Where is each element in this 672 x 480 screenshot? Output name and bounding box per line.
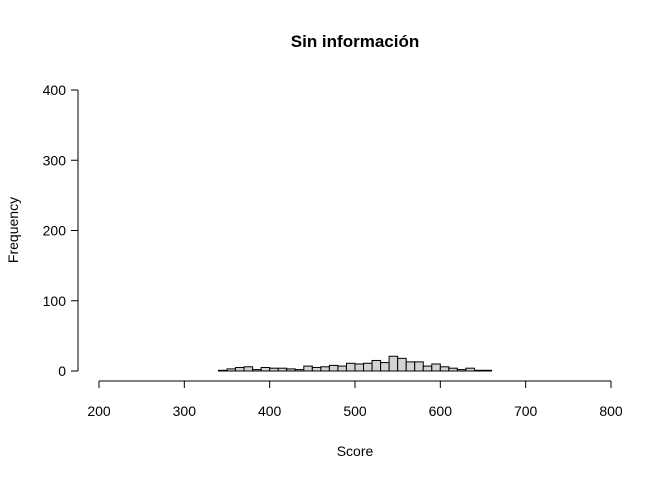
histogram-bar [439,366,450,372]
histogram-bar [405,361,416,372]
x-tick-label: 500 [343,403,367,419]
histogram-bar [380,362,390,372]
histogram-bar [286,368,296,372]
histogram-bar [303,365,313,372]
x-axis-ticks: 200 300 400 500 600 700 800 [87,381,623,419]
x-axis-label: Score [337,443,374,459]
bars-group [217,355,493,372]
x-tick-label: 700 [514,403,538,419]
histogram-bar [243,366,254,372]
histogram-bar [448,367,458,372]
y-axis-ticks: 0 100 200 300 400 [43,82,78,379]
x-tick-label: 800 [599,403,623,419]
x-tick-label: 400 [258,403,282,419]
chart-title: Sin información [291,32,419,51]
y-tick-label: 200 [43,223,67,239]
histogram-bar [363,362,373,372]
histogram-bar [235,366,245,372]
histogram-bar [371,359,382,372]
histogram-bar [345,362,356,372]
histogram-bar [277,367,288,372]
histogram-bar [414,361,424,372]
y-tick-label: 300 [43,152,67,168]
x-tick-label: 200 [87,403,111,419]
histogram-bar [456,369,467,372]
y-tick-label: 0 [58,363,66,379]
histogram-bar [320,366,330,372]
histogram-bar [473,369,484,372]
histogram-bar [422,365,433,372]
histogram-bar [397,357,407,372]
histogram-bar [388,355,399,372]
histogram-bar [431,363,441,372]
histogram-bar [226,368,237,372]
histogram-bar [294,369,305,372]
histogram-bar [252,369,262,372]
histogram-bar [328,364,339,372]
histogram-bar [465,367,475,372]
y-tick-label: 100 [43,293,67,309]
y-axis-label: Frequency [5,197,21,263]
histogram-bar [260,366,271,372]
x-tick-label: 300 [173,403,197,419]
histogram-bar [337,365,347,372]
histogram-bar [311,366,322,372]
histogram-bar [269,367,279,372]
x-tick-label: 600 [429,403,453,419]
histogram-bar [217,369,228,372]
histogram-bar [354,363,365,372]
histogram-bar [482,369,493,372]
y-tick-label: 400 [43,82,67,98]
